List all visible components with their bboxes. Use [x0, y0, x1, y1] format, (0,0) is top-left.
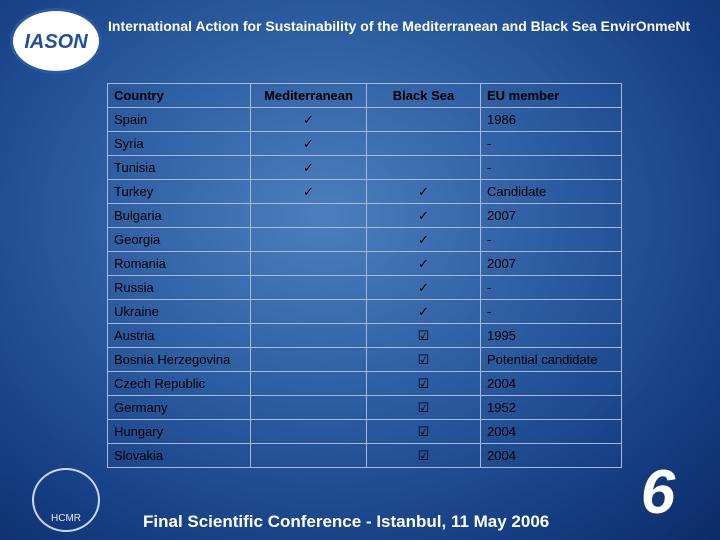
table-cell: ☑ [366, 323, 481, 348]
table-row: Czech Republic ☑ 2004 [107, 371, 622, 396]
table-cell: Candidate [480, 179, 622, 204]
column-header: Mediterranean [250, 83, 367, 108]
table-cell: Turkey [107, 179, 251, 204]
six-logo: 6 [640, 458, 676, 527]
table-cell: Hungary [107, 419, 251, 444]
table-cell: - [480, 299, 622, 324]
table-row: Georgia ✓ - [107, 227, 622, 252]
table-cell [250, 227, 367, 252]
table-cell: Bulgaria [107, 203, 251, 228]
table-row: Romania ✓ 2007 [107, 251, 622, 276]
table-cell: ☑ [366, 371, 481, 396]
table-cell: - [480, 227, 622, 252]
table-cell: Syria [107, 131, 251, 156]
table-row: Turkey ✓ ✓ Candidate [107, 179, 622, 204]
table-cell: Tunisia [107, 155, 251, 180]
table-cell: 1952 [480, 395, 622, 420]
logo-text: IASON [24, 31, 88, 53]
table-cell: Slovakia [107, 443, 251, 468]
table-cell [250, 299, 367, 324]
table-cell [250, 443, 367, 468]
table-row: Bulgaria ✓ 2007 [107, 203, 622, 228]
table-cell: Bosnia Herzegovina [107, 347, 251, 372]
table-cell: Potential candidate [480, 347, 622, 372]
table-cell: 2007 [480, 251, 622, 276]
table: Country Mediterranean Black Sea EU member Sp… [107, 83, 622, 468]
table-row: Ukraine ✓ - [107, 299, 622, 324]
table-row: Austria ☑ 1995 [107, 323, 622, 348]
table-cell [250, 275, 367, 300]
table-cell: Russia [107, 275, 251, 300]
table-cell: ✓ [250, 179, 367, 204]
table-cell: ☑ [366, 395, 481, 420]
table-cell: ☑ [366, 443, 481, 468]
table-cell [250, 323, 367, 348]
table-cell: - [480, 155, 622, 180]
table-cell: 1986 [480, 107, 622, 132]
table-cell: ✓ [366, 299, 481, 324]
table-row: Hungary ☑ 2004 [107, 419, 622, 444]
table-cell: ✓ [250, 107, 367, 132]
table-row: Slovakia ☑ 2004 [107, 443, 622, 468]
table-row: Bosnia Herzegovina ☑ Potential candidate [107, 347, 622, 372]
table-cell: ✓ [366, 203, 481, 228]
table-cell: 2004 [480, 443, 622, 468]
table-cell [250, 371, 367, 396]
table-cell: Spain [107, 107, 251, 132]
column-header: Country [107, 83, 251, 108]
table-cell: 2004 [480, 419, 622, 444]
table-row: Tunisia ✓ - [107, 155, 622, 180]
table-cell: Georgia [107, 227, 251, 252]
table-row: Syria ✓ - [107, 131, 622, 156]
table-cell: Czech Republic [107, 371, 251, 396]
table-cell: ✓ [366, 251, 481, 276]
table-cell [250, 395, 367, 420]
table-cell: - [480, 131, 622, 156]
table-row: Spain ✓ 1986 [107, 107, 622, 132]
table-cell: Ukraine [107, 299, 251, 324]
footer-text: Final Scientific Conference - Istanbul, … [143, 512, 550, 531]
table-cell: Romania [107, 251, 251, 276]
header-row: Country Mediterranean Black Sea EU member [107, 83, 622, 108]
table-cell: 2004 [480, 371, 622, 396]
column-header: Black Sea [366, 83, 481, 108]
table-cell [366, 131, 481, 156]
table-cell: Austria [107, 323, 251, 348]
table-cell [250, 251, 367, 276]
table-cell [366, 107, 481, 132]
hcmr-text: HCMR [51, 513, 81, 524]
table-cell: Germany [107, 395, 251, 420]
table-cell: ✓ [250, 131, 367, 156]
column-header: EU member [480, 83, 622, 108]
table-cell: ✓ [366, 227, 481, 252]
table-cell: - [480, 275, 622, 300]
table-cell [250, 419, 367, 444]
table-row: Russia ✓ - [107, 275, 622, 300]
table-cell: ☑ [366, 419, 481, 444]
table-cell: ✓ [366, 275, 481, 300]
table-cell: 1995 [480, 323, 622, 348]
title: International Action for Sustainability … [108, 18, 691, 34]
table-cell: ✓ [366, 179, 481, 204]
table-cell [366, 155, 481, 180]
table-row: Germany ☑ 1952 [107, 395, 622, 420]
table-cell [250, 347, 367, 372]
hcmr-logo: HCMR [32, 468, 100, 532]
table-cell: ✓ [250, 155, 367, 180]
table-cell: 2007 [480, 203, 622, 228]
logo: IASON [10, 8, 102, 74]
table-cell [250, 203, 367, 228]
table-cell: ☑ [366, 347, 481, 372]
